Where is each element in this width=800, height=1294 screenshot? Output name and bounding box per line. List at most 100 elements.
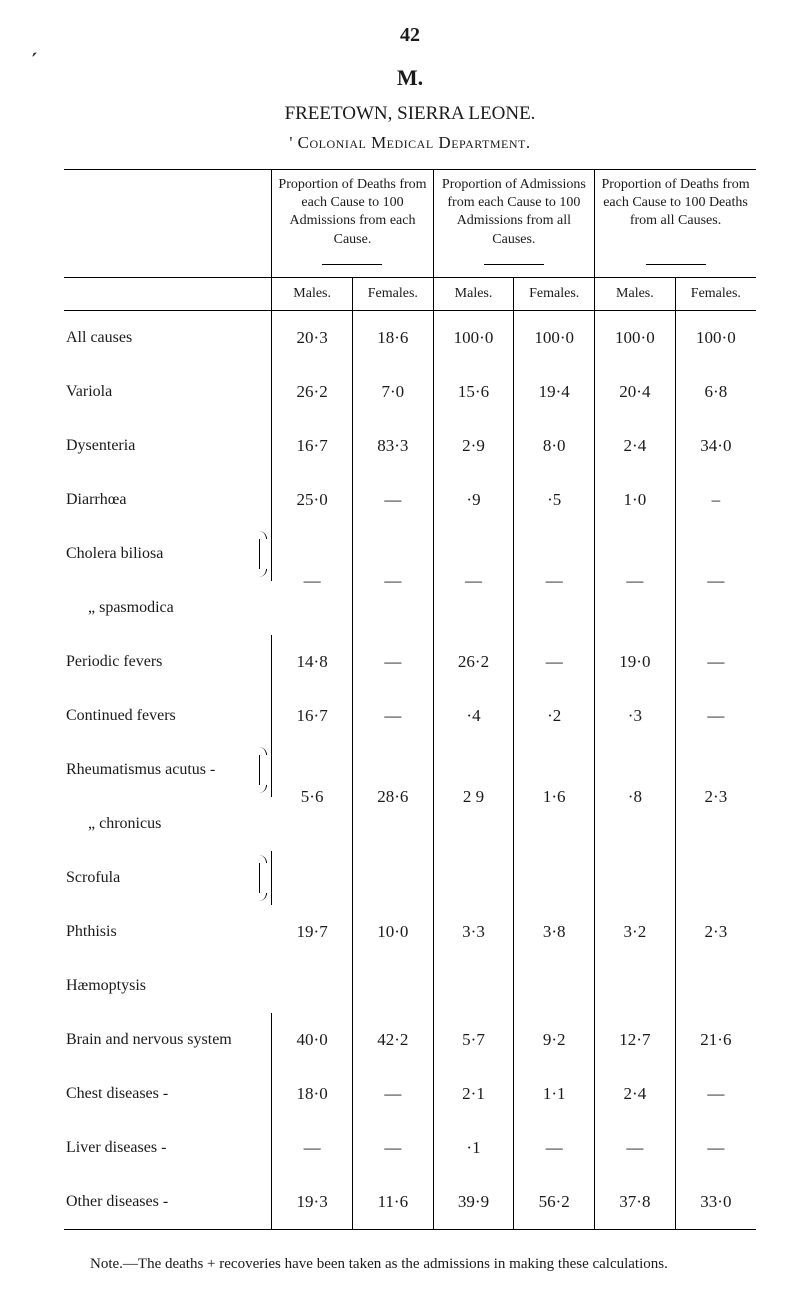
- table-row: Liver diseases -——·1———: [64, 1121, 756, 1175]
- header-dash: [646, 264, 706, 265]
- cell: 20·3: [272, 310, 353, 365]
- table-row: Scrofula19·710·03·33·83·22·3: [64, 851, 756, 905]
- cell: 15·6: [433, 365, 514, 419]
- cell: 18·6: [352, 310, 433, 365]
- row-label: All causes: [64, 310, 272, 365]
- cell: 3·3: [433, 851, 514, 1013]
- header-group-1: Proportion of Deaths from each Cause to …: [272, 170, 433, 277]
- cell: 26·2: [272, 365, 353, 419]
- row-label: Continued fevers: [64, 689, 272, 743]
- department-heading: ' Colonial Medical Department.: [64, 133, 756, 153]
- cell: 1·6: [514, 743, 595, 851]
- cell: 100·0: [675, 310, 756, 365]
- table-row: Chest diseases -18·0—2·11·12·4—: [64, 1067, 756, 1121]
- cell: 39·9: [433, 1175, 514, 1230]
- cell: —: [514, 635, 595, 689]
- row-label: Other diseases -: [64, 1175, 272, 1230]
- cell: 9·2: [514, 1013, 595, 1067]
- cell: 40·0: [272, 1013, 353, 1067]
- cell: —: [595, 1121, 676, 1175]
- cell: 100·0: [514, 310, 595, 365]
- cell: ·3: [595, 689, 676, 743]
- table-row: Diarrhœa25·0—·9·51·0–: [64, 473, 756, 527]
- cell: 10·0: [352, 851, 433, 1013]
- row-label: Cholera biliosa: [64, 527, 272, 581]
- table-row: Rheumatismus acutus -5·628·62 91·6·82·3: [64, 743, 756, 797]
- cell: —: [595, 527, 676, 635]
- cell: ·9: [433, 473, 514, 527]
- cell: —: [514, 1121, 595, 1175]
- cell: –: [675, 473, 756, 527]
- data-table: Proportion of Deaths from each Cause to …: [64, 170, 756, 1230]
- header-group-2: Proportion of Admissions from each Cause…: [433, 170, 594, 277]
- header-group-3-label: Proportion of Deaths from each Cause to …: [601, 177, 749, 228]
- cell: 83·3: [352, 419, 433, 473]
- table-row: Periodic fevers14·8—26·2—19·0—: [64, 635, 756, 689]
- cell: 19·0: [595, 635, 676, 689]
- cell: 8·0: [514, 419, 595, 473]
- row-label: Chest diseases -: [64, 1067, 272, 1121]
- margin-mark: ´: [29, 48, 42, 75]
- hdr-females-3: Females.: [675, 277, 756, 310]
- row-label: Rheumatismus acutus -: [64, 743, 272, 797]
- row-label: Brain and nervous system: [64, 1013, 272, 1067]
- table-row: All causes20·318·6100·0100·0100·0100·0: [64, 310, 756, 365]
- cell: 2·4: [595, 1067, 676, 1121]
- row-label: Phthisis: [64, 905, 272, 959]
- cell: 1·0: [595, 473, 676, 527]
- cell: —: [352, 1067, 433, 1121]
- cell: 56·2: [514, 1175, 595, 1230]
- cell: 20·4: [595, 365, 676, 419]
- table-row: Dysenteria16·783·32·98·02·434·0: [64, 419, 756, 473]
- cell: —: [352, 635, 433, 689]
- table-row: Variola26·27·015·619·420·46·8: [64, 365, 756, 419]
- cell: —: [675, 527, 756, 635]
- hdr-males-2: Males.: [433, 277, 514, 310]
- cell: 2·3: [675, 743, 756, 851]
- cell: 19·4: [514, 365, 595, 419]
- cell: 21·6: [675, 1013, 756, 1067]
- header-blank-2: [64, 277, 272, 310]
- cell: 7·0: [352, 365, 433, 419]
- header-group-3: Proportion of Deaths from each Cause to …: [595, 170, 756, 277]
- cell: 6·8: [675, 365, 756, 419]
- cell: —: [675, 635, 756, 689]
- cell: —: [352, 689, 433, 743]
- page-number: 42: [64, 24, 756, 47]
- header-mf-row: Males. Females. Males. Females. Males. F…: [64, 277, 756, 310]
- cell: 34·0: [675, 419, 756, 473]
- cell: 26·2: [433, 635, 514, 689]
- row-label: Hæmoptysis: [64, 959, 272, 1013]
- cell: 2·3: [675, 851, 756, 1013]
- cell: —: [675, 1067, 756, 1121]
- hdr-males-1: Males.: [272, 277, 353, 310]
- cell: 42·2: [352, 1013, 433, 1067]
- row-label: Dysenteria: [64, 419, 272, 473]
- cell: 33·0: [675, 1175, 756, 1230]
- cell: —: [514, 527, 595, 635]
- cell: ·8: [595, 743, 676, 851]
- row-label: Periodic fevers: [64, 635, 272, 689]
- cell: 1·1: [514, 1067, 595, 1121]
- cell: 100·0: [433, 310, 514, 365]
- row-label: „ spasmodica: [64, 581, 272, 635]
- table-row: Other diseases -19·311·639·956·237·833·0: [64, 1175, 756, 1230]
- cell: 16·7: [272, 689, 353, 743]
- hdr-females-2: Females.: [514, 277, 595, 310]
- cell: —: [272, 1121, 353, 1175]
- cell: 12·7: [595, 1013, 676, 1067]
- cell: 14·8: [272, 635, 353, 689]
- cell: ·5: [514, 473, 595, 527]
- row-label: Scrofula: [64, 851, 272, 905]
- table-row: Cholera biliosa——————: [64, 527, 756, 581]
- cell: 5·7: [433, 1013, 514, 1067]
- cell: 2·4: [595, 419, 676, 473]
- section-heading: M.: [64, 65, 756, 91]
- hdr-males-3: Males.: [595, 277, 676, 310]
- cell: 28·6: [352, 743, 433, 851]
- cell: —: [433, 527, 514, 635]
- cell: 5·6: [272, 743, 353, 851]
- cell: —: [352, 473, 433, 527]
- cell: 2 9: [433, 743, 514, 851]
- table-body: All causes20·318·6100·0100·0100·0100·0Va…: [64, 310, 756, 1229]
